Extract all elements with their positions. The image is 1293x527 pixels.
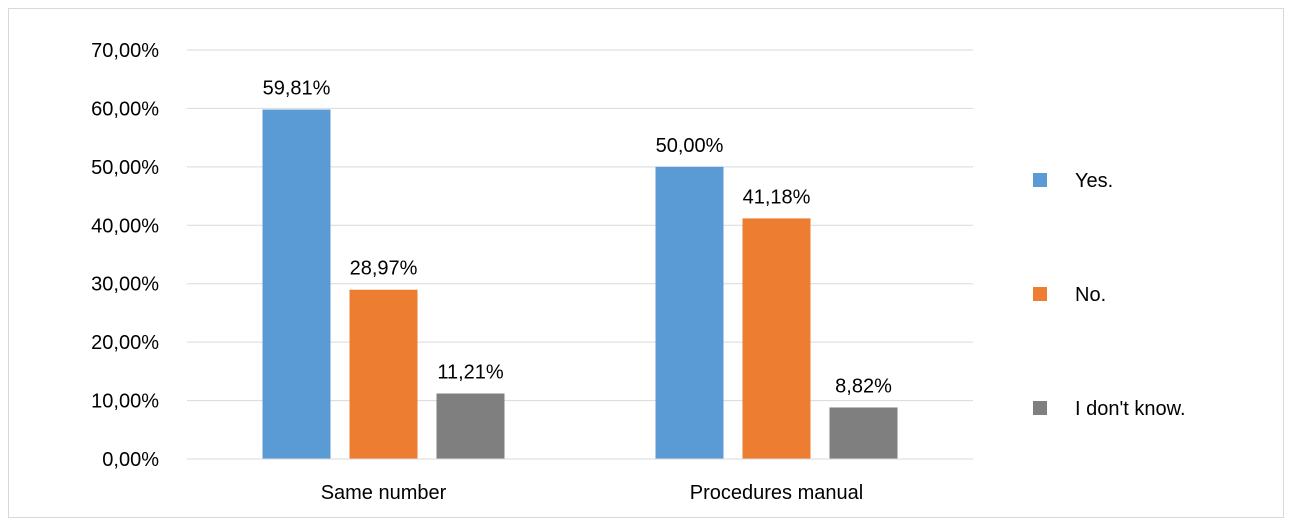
bar	[829, 407, 898, 459]
y-tick-label: 50,00%	[91, 157, 159, 179]
chart-frame: 0,00% 10,00% 20,00% 30,00% 40,00% 50,00% 60,00…	[8, 8, 1284, 518]
legend-label: No.	[1075, 284, 1106, 306]
y-tick-label: 40,00%	[91, 215, 159, 237]
bar-data-label: 11,21%	[437, 362, 504, 384]
y-tick-label: 30,00%	[91, 274, 159, 296]
bar	[742, 218, 811, 459]
bar	[655, 166, 724, 459]
bar	[349, 289, 418, 459]
bars	[262, 109, 898, 460]
x-tick-label: Procedures manual	[690, 482, 863, 504]
bar-chart: 0,00% 10,00% 20,00% 30,00% 40,00% 50,00% 60,00…	[91, 40, 1186, 504]
legend: Yes. No. I don't know.	[1033, 170, 1186, 420]
bar-data-label: 28,97%	[350, 258, 418, 280]
data-labels: 59,81% 28,97% 11,21% 50,00% 41,18% 8,82%	[263, 78, 892, 398]
bar-data-label: 50,00%	[656, 135, 724, 157]
bar	[262, 109, 331, 460]
bar-data-label: 8,82%	[835, 375, 892, 397]
bar-data-label: 59,81%	[263, 78, 331, 100]
y-axis: 0,00% 10,00% 20,00% 30,00% 40,00% 50,00% 60,00…	[91, 40, 159, 471]
x-axis: Same number Procedures manual	[187, 458, 973, 504]
legend-swatch	[1033, 173, 1047, 187]
y-tick-label: 10,00%	[91, 391, 159, 413]
y-tick-label: 20,00%	[91, 332, 159, 354]
bar-data-label: 41,18%	[743, 186, 811, 208]
y-tick-label: 0,00%	[102, 449, 159, 471]
y-tick-label: 70,00%	[91, 40, 159, 62]
legend-swatch	[1033, 401, 1047, 415]
legend-label: Yes.	[1075, 170, 1113, 192]
legend-label: I don't know.	[1075, 398, 1186, 420]
legend-swatch	[1033, 287, 1047, 301]
y-tick-label: 60,00%	[91, 98, 159, 120]
bar	[436, 393, 505, 459]
x-tick-label: Same number	[321, 482, 447, 504]
